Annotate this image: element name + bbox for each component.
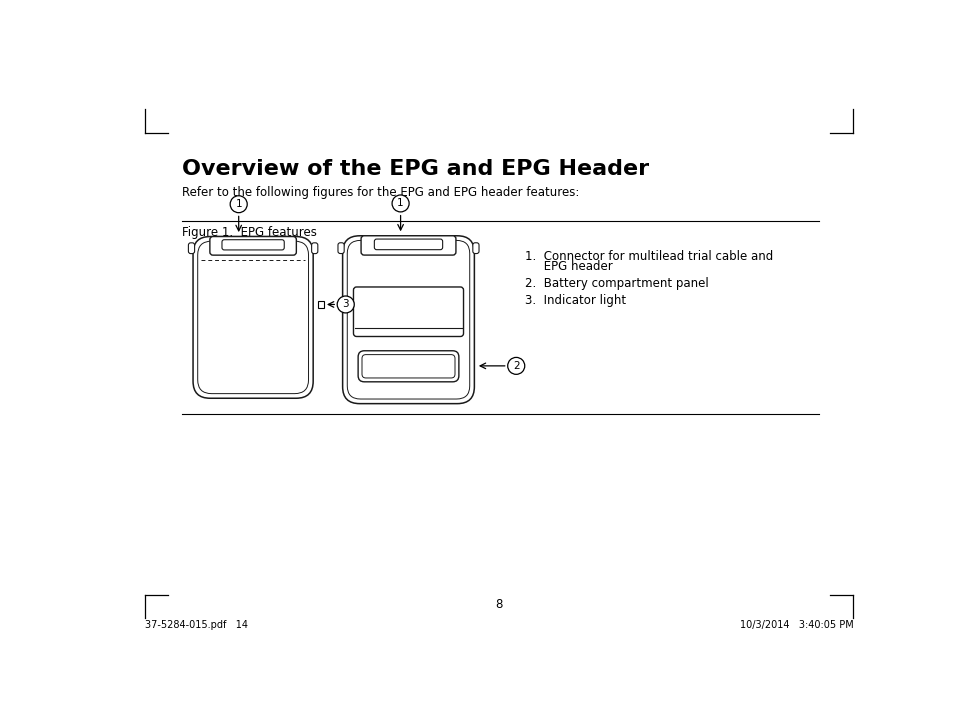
Text: EPG header: EPG header xyxy=(525,261,613,274)
FancyBboxPatch shape xyxy=(209,237,296,255)
FancyBboxPatch shape xyxy=(188,243,195,253)
FancyBboxPatch shape xyxy=(358,351,459,382)
Text: 3.  Indicator light: 3. Indicator light xyxy=(525,294,626,307)
Circle shape xyxy=(393,195,409,212)
Bar xyxy=(318,302,324,307)
FancyBboxPatch shape xyxy=(374,239,442,250)
FancyBboxPatch shape xyxy=(312,243,318,253)
Text: 2.  Battery compartment panel: 2. Battery compartment panel xyxy=(525,277,708,290)
Text: 8: 8 xyxy=(496,598,503,611)
FancyBboxPatch shape xyxy=(338,243,344,253)
FancyBboxPatch shape xyxy=(193,237,314,398)
Text: Overview of the EPG and EPG Header: Overview of the EPG and EPG Header xyxy=(182,159,650,179)
Circle shape xyxy=(337,296,355,313)
Text: Figure 1.  EPG features: Figure 1. EPG features xyxy=(182,226,318,239)
FancyBboxPatch shape xyxy=(343,235,474,404)
FancyBboxPatch shape xyxy=(362,355,455,378)
FancyBboxPatch shape xyxy=(354,287,464,336)
FancyBboxPatch shape xyxy=(361,235,456,255)
FancyBboxPatch shape xyxy=(222,240,284,250)
Text: 1: 1 xyxy=(236,199,242,210)
Text: 1: 1 xyxy=(397,199,404,208)
Circle shape xyxy=(230,196,247,212)
Text: Refer to the following figures for the EPG and EPG header features:: Refer to the following figures for the E… xyxy=(182,186,580,199)
Text: 10/3/2014   3:40:05 PM: 10/3/2014 3:40:05 PM xyxy=(739,621,853,631)
Text: 2: 2 xyxy=(513,361,519,371)
FancyBboxPatch shape xyxy=(472,243,479,253)
Circle shape xyxy=(507,357,525,374)
Text: 3: 3 xyxy=(343,300,349,310)
Text: 37-5284-015.pdf   14: 37-5284-015.pdf 14 xyxy=(145,621,248,631)
Text: 1.  Connector for multilead trial cable and: 1. Connector for multilead trial cable a… xyxy=(525,250,773,263)
